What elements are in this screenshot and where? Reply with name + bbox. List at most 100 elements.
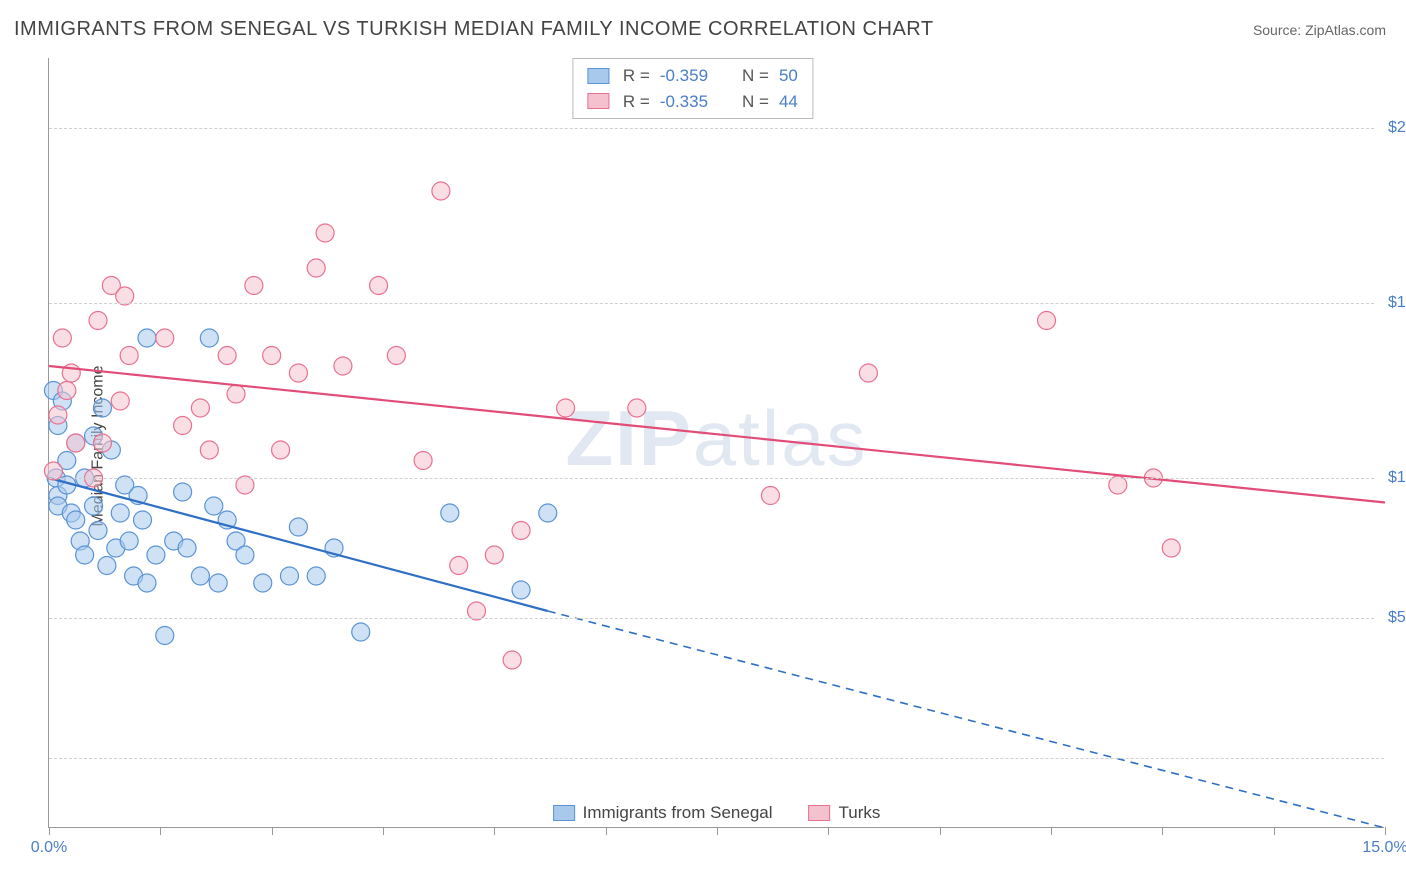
data-point-turks	[49, 406, 67, 424]
legend-row-turks: R = -0.335 N = 44	[587, 89, 798, 115]
n-value-turks: 44	[779, 89, 798, 115]
x-tick	[494, 827, 495, 835]
correlation-legend: R = -0.359 N = 50 R = -0.335 N = 44	[572, 58, 813, 119]
x-tick	[49, 827, 50, 835]
source-label: Source: ZipAtlas.com	[1253, 22, 1386, 38]
r-label: R =	[623, 63, 650, 89]
data-point-turks	[450, 557, 468, 575]
data-point-turks	[67, 434, 85, 452]
chart-title: IMMIGRANTS FROM SENEGAL VS TURKISH MEDIA…	[14, 18, 934, 41]
data-point-turks	[503, 651, 521, 669]
data-point-turks	[272, 441, 290, 459]
r-value-senegal: -0.359	[660, 63, 708, 89]
data-point-senegal	[236, 546, 254, 564]
data-point-turks	[307, 259, 325, 277]
data-point-turks	[414, 452, 432, 470]
gridline	[49, 478, 1384, 479]
gridline	[49, 303, 1384, 304]
trendline-dash-senegal	[548, 611, 1385, 828]
data-point-turks	[53, 329, 71, 347]
x-tick	[383, 827, 384, 835]
data-point-turks	[218, 347, 236, 365]
legend-label-turks: Turks	[839, 803, 881, 823]
x-tick	[160, 827, 161, 835]
data-point-senegal	[191, 567, 209, 585]
x-tick	[828, 827, 829, 835]
data-point-turks	[628, 399, 646, 417]
data-point-turks	[557, 399, 575, 417]
data-point-turks	[859, 364, 877, 382]
data-point-senegal	[441, 504, 459, 522]
data-point-turks	[174, 417, 192, 435]
data-point-turks	[370, 277, 388, 295]
data-point-senegal	[156, 627, 174, 645]
data-point-senegal	[280, 567, 298, 585]
data-point-senegal	[289, 518, 307, 536]
y-tick-label: $200,000	[1376, 119, 1406, 137]
legend-row-senegal: R = -0.359 N = 50	[587, 63, 798, 89]
data-point-turks	[156, 329, 174, 347]
data-point-senegal	[307, 567, 325, 585]
data-point-senegal	[138, 574, 156, 592]
data-point-senegal	[147, 546, 165, 564]
data-point-senegal	[200, 329, 218, 347]
data-point-senegal	[93, 399, 111, 417]
x-tick-label: 0.0%	[31, 839, 67, 857]
x-tick	[272, 827, 273, 835]
swatch-senegal-bottom	[553, 805, 575, 821]
n-label: N =	[742, 63, 769, 89]
gridline	[49, 618, 1384, 619]
data-point-turks	[200, 441, 218, 459]
legend-item-turks: Turks	[809, 803, 881, 823]
n-label: N =	[742, 89, 769, 115]
x-tick	[606, 827, 607, 835]
series-legend: Immigrants from Senegal Turks	[541, 803, 893, 823]
y-tick-label: $100,000	[1376, 469, 1406, 487]
data-point-senegal	[539, 504, 557, 522]
x-tick	[1385, 827, 1386, 835]
y-tick-label: $150,000	[1376, 294, 1406, 312]
data-point-turks	[289, 364, 307, 382]
data-point-senegal	[85, 497, 103, 515]
data-point-senegal	[205, 497, 223, 515]
x-tick-label: 15.0%	[1362, 839, 1406, 857]
data-point-senegal	[138, 329, 156, 347]
swatch-turks	[587, 93, 609, 109]
legend-item-senegal: Immigrants from Senegal	[553, 803, 773, 823]
data-point-turks	[316, 224, 334, 242]
y-tick-label: $50,000	[1376, 609, 1406, 627]
data-point-turks	[485, 546, 503, 564]
data-point-turks	[1162, 539, 1180, 557]
plot-area: ZIPatlas R = -0.359 N = 50 R = -0.335 N …	[48, 58, 1384, 828]
x-tick	[940, 827, 941, 835]
data-point-senegal	[111, 504, 129, 522]
data-point-senegal	[178, 539, 196, 557]
data-point-turks	[89, 312, 107, 330]
legend-label-senegal: Immigrants from Senegal	[583, 803, 773, 823]
x-tick	[1274, 827, 1275, 835]
chart-svg	[49, 58, 1384, 827]
data-point-senegal	[254, 574, 272, 592]
data-point-senegal	[98, 557, 116, 575]
gridline	[49, 758, 1384, 759]
data-point-senegal	[120, 532, 138, 550]
data-point-turks	[512, 522, 530, 540]
data-point-turks	[761, 487, 779, 505]
x-tick	[1051, 827, 1052, 835]
data-point-senegal	[512, 581, 530, 599]
data-point-senegal	[67, 511, 85, 529]
data-point-senegal	[352, 623, 370, 641]
data-point-turks	[58, 382, 76, 400]
data-point-turks	[1038, 312, 1056, 330]
x-tick	[1162, 827, 1163, 835]
r-label: R =	[623, 89, 650, 115]
data-point-turks	[245, 277, 263, 295]
n-value-senegal: 50	[779, 63, 798, 89]
data-point-turks	[334, 357, 352, 375]
data-point-turks	[432, 182, 450, 200]
r-value-turks: -0.335	[660, 89, 708, 115]
x-tick	[717, 827, 718, 835]
data-point-turks	[191, 399, 209, 417]
data-point-turks	[120, 347, 138, 365]
data-point-turks	[111, 392, 129, 410]
